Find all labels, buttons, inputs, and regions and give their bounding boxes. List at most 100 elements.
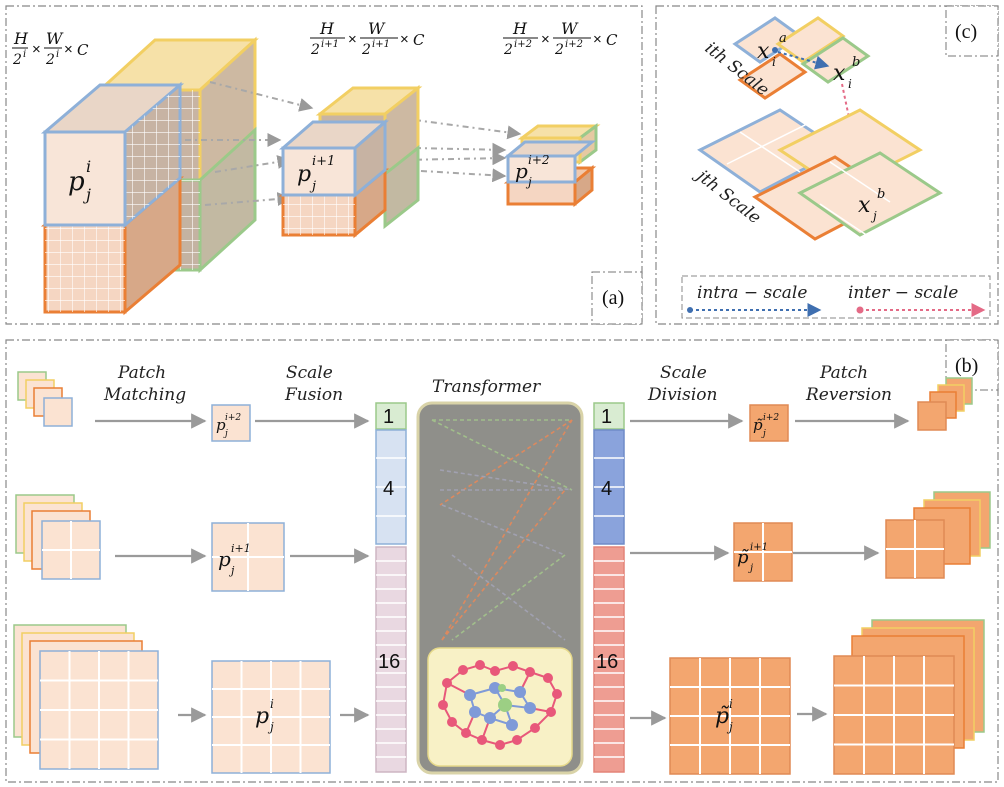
svg-text:i+1: i+1 xyxy=(372,39,390,50)
step-scale-2: Scale xyxy=(660,363,707,383)
svg-text:p: p xyxy=(297,162,311,187)
panel-c: (c) x i a x i b ith Scale xyxy=(655,5,999,325)
svg-text:j: j xyxy=(726,720,733,734)
token-out-1: 1 xyxy=(601,406,612,428)
cube-label-medium: p j i+1 xyxy=(297,154,335,194)
step-matching: Matching xyxy=(103,385,186,405)
svg-text:(a): (a) xyxy=(602,287,624,309)
graph-network xyxy=(438,660,562,750)
svg-text:j: j xyxy=(309,179,316,194)
panel-a: H 2 i × W 2 i × C H 2 i+1 × W 2 i+1 × C … xyxy=(5,5,643,325)
step-scale-1: Scale xyxy=(286,363,333,383)
svg-text:b: b xyxy=(877,187,885,202)
svg-text:×: × xyxy=(32,41,41,58)
step-fusion: Fusion xyxy=(284,385,343,405)
svg-text:i: i xyxy=(56,49,59,60)
panel-c-tag: (c) xyxy=(945,5,999,57)
svg-text:i: i xyxy=(86,157,91,176)
step-transformer: Transformer xyxy=(432,377,541,397)
patch-medium: p j i+1 xyxy=(211,522,285,592)
svg-text:j: j xyxy=(525,175,532,189)
panel-c-legend: intra − scale inter − scale xyxy=(681,275,991,319)
output-stack-large xyxy=(833,619,985,775)
svg-text:i+1: i+1 xyxy=(321,39,339,50)
svg-text:j: j xyxy=(83,185,91,204)
intra-scale-arrow xyxy=(777,51,830,70)
legend-inter-label: inter − scale xyxy=(848,283,958,303)
svg-text:2: 2 xyxy=(45,52,55,68)
svg-text:×: × xyxy=(400,31,409,48)
token-column-in: 1 4 16 xyxy=(375,402,407,773)
svg-text:i+2: i+2 xyxy=(225,413,241,423)
svg-text:p: p xyxy=(255,704,269,729)
svg-text:i+2: i+2 xyxy=(565,39,583,50)
output-stack-medium xyxy=(885,491,991,579)
patch-small: p j i+2 xyxy=(211,404,251,442)
svg-text:j: j xyxy=(748,563,753,574)
svg-text:p̃: p̃ xyxy=(715,704,730,729)
token-out-4: 4 xyxy=(601,478,612,500)
cube-label-small: p j i+2 xyxy=(515,153,550,189)
output-stack-small xyxy=(917,377,973,431)
svg-text:p: p xyxy=(515,159,528,183)
svg-text:H: H xyxy=(512,19,528,38)
out-patch-medium: p̃ j i+1 xyxy=(733,522,793,582)
svg-text:H: H xyxy=(319,19,335,38)
svg-text:i+2: i+2 xyxy=(763,413,779,423)
jth-scale-grid xyxy=(697,108,943,245)
svg-text:(c): (c) xyxy=(955,21,977,43)
out-patch-small: p̃ j i+2 xyxy=(749,404,789,442)
svg-text:p̃: p̃ xyxy=(753,416,763,434)
token-in-16: 16 xyxy=(378,651,400,673)
svg-text:W: W xyxy=(561,19,579,38)
transformer-block xyxy=(416,401,584,775)
svg-text:i+2: i+2 xyxy=(528,153,550,167)
svg-text:p: p xyxy=(218,547,231,571)
patch-large: p j i xyxy=(211,660,331,774)
svg-text:a: a xyxy=(779,31,787,46)
svg-text:i+2: i+2 xyxy=(514,39,532,50)
svg-text:(b): (b) xyxy=(955,355,978,377)
cube-label-large: p j i xyxy=(68,157,91,204)
svg-text:2: 2 xyxy=(361,42,371,58)
input-stack-small xyxy=(17,371,73,427)
svg-text:×: × xyxy=(64,41,73,58)
svg-text:j: j xyxy=(223,429,228,439)
cube-stack-large: p j i xyxy=(40,36,259,316)
svg-text:p̃: p̃ xyxy=(737,547,749,568)
panel-b: (b) Patch Matching Scale Fusion Transfor… xyxy=(5,339,999,783)
svg-text:C: C xyxy=(77,41,89,59)
input-stack-large xyxy=(13,624,159,770)
token-in-4: 4 xyxy=(383,478,394,500)
svg-text:i: i xyxy=(270,697,274,711)
svg-text:×: × xyxy=(593,31,602,48)
svg-text:2: 2 xyxy=(310,42,320,58)
svg-text:W: W xyxy=(368,19,386,38)
svg-text:W: W xyxy=(46,29,64,48)
step-patch: Patch xyxy=(117,363,166,383)
svg-text:j: j xyxy=(228,564,235,577)
svg-text:H: H xyxy=(13,29,29,48)
svg-text:i+1: i+1 xyxy=(312,154,335,169)
svg-text:x: x xyxy=(833,61,846,86)
step-reversion: Reversion xyxy=(805,385,892,405)
svg-text:C: C xyxy=(606,31,618,49)
dim-label-3: H 2 i+2 × W 2 i+2 × C xyxy=(503,19,618,58)
cube-stack-small: p j i+2 xyxy=(503,123,601,208)
svg-text:i: i xyxy=(848,77,852,91)
token-column-out: 1 4 16 xyxy=(593,402,625,773)
token-out-16: 16 xyxy=(596,651,618,673)
step-patch-2: Patch xyxy=(819,363,868,383)
svg-text:x: x xyxy=(858,193,871,218)
point-xib: x i b xyxy=(833,55,860,91)
svg-text:b: b xyxy=(852,55,860,70)
panel-a-tag: (a) xyxy=(591,271,643,325)
svg-text:j: j xyxy=(761,429,766,439)
svg-text:i: i xyxy=(23,49,26,60)
svg-text:×: × xyxy=(541,31,550,48)
svg-text:j: j xyxy=(267,720,274,734)
input-stack-medium xyxy=(15,494,101,580)
flow-arrows xyxy=(95,413,910,726)
svg-text:i: i xyxy=(772,55,776,69)
